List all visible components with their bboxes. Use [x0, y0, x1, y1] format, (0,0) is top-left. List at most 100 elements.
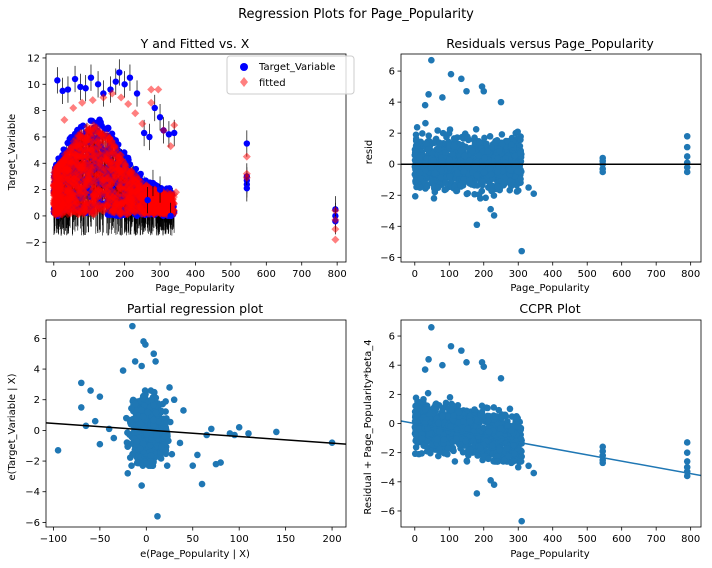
fitted-point: [69, 103, 78, 112]
y-tick-label: 2: [389, 129, 395, 140]
data-point: [457, 147, 465, 155]
fitted-point: [72, 139, 81, 148]
fitted-point: [59, 158, 68, 167]
fitted-point: [169, 206, 178, 215]
target-point: [69, 197, 76, 204]
fitted-point: [109, 208, 118, 217]
fitted-point: [99, 186, 108, 195]
fitted-point: [123, 196, 132, 205]
target-point: [86, 175, 93, 182]
fitted-point: [56, 185, 65, 194]
fitted-point: [127, 191, 136, 200]
fitted-point: [160, 194, 169, 203]
fitted-point: [130, 171, 139, 180]
fitted-point: [56, 194, 65, 203]
target-point: [101, 125, 108, 132]
data-point: [464, 134, 472, 142]
x-tick-label: 0: [412, 269, 418, 280]
fitted-point: [57, 203, 66, 212]
target-point: [75, 140, 83, 148]
fitted-point: [79, 168, 88, 177]
y-tick-label: 10: [27, 80, 40, 91]
fitted-point: [125, 188, 134, 197]
data-point: [468, 147, 476, 155]
dense-cloud: [411, 119, 525, 202]
target-point: [88, 202, 95, 209]
data-point: [168, 450, 176, 458]
x-tick-label: 800: [681, 269, 700, 280]
fitted-point: [65, 176, 74, 185]
target-point: [96, 181, 103, 188]
fitted-point: [90, 194, 99, 203]
fitted-point: [156, 192, 165, 201]
target-point: [145, 209, 152, 216]
fitted-point: [80, 188, 89, 197]
data-point: [413, 124, 421, 131]
fitted-point: [138, 205, 147, 214]
fitted-point: [105, 136, 114, 145]
fitted-point: [69, 179, 78, 188]
x-tick-label: 600: [612, 269, 631, 280]
target-point: [67, 202, 74, 209]
data-point: [530, 190, 538, 198]
data-point: [454, 169, 461, 177]
fitted-point: [161, 190, 170, 199]
fitted-point: [106, 177, 115, 186]
data-point: [502, 159, 509, 167]
fitted-point: [99, 179, 108, 188]
fitted-point: [102, 155, 111, 164]
fitted-point: [63, 175, 72, 184]
data-point: [442, 185, 450, 193]
fitted-point: [82, 193, 91, 202]
fitted-point: [113, 199, 122, 208]
fitted-point: [107, 181, 116, 190]
fitted-point: [108, 165, 117, 174]
fitted-point: [163, 202, 172, 211]
fitted-point: [159, 205, 168, 214]
fitted-point: [55, 166, 64, 175]
fitted-point: [75, 140, 84, 149]
target-point: [71, 149, 78, 156]
fitted-point: [122, 201, 131, 210]
fitted-point: [126, 193, 135, 202]
data-point: [427, 164, 435, 171]
fitted-point: [67, 194, 76, 203]
data-point: [466, 176, 473, 184]
target-point: [72, 178, 80, 185]
fitted-point: [56, 158, 65, 167]
target-point: [113, 181, 121, 188]
data-point: [517, 175, 524, 183]
fitted-point: [89, 153, 98, 162]
fitted-point: [80, 203, 89, 212]
fitted-point: [56, 157, 65, 166]
data-point: [446, 156, 453, 163]
dense-cloud: [49, 116, 179, 236]
fitted-point: [170, 121, 179, 130]
fitted-point: [62, 187, 71, 196]
target-point: [121, 196, 129, 204]
fitted-point: [51, 171, 60, 180]
target-point: [105, 152, 112, 159]
fitted-point: [66, 181, 75, 190]
fitted-point: [107, 208, 116, 217]
fitted-point: [104, 134, 113, 143]
fitted-point: [53, 164, 62, 173]
fitted-point: [127, 168, 136, 177]
target-point: [88, 117, 96, 125]
fitted-point: [82, 138, 91, 147]
fitted-point: [108, 164, 117, 173]
fitted-point: [69, 161, 78, 170]
data-point: [514, 187, 522, 194]
data-point: [428, 56, 435, 64]
target-point: [78, 193, 85, 200]
target-point: [71, 157, 78, 164]
fitted-point: [127, 188, 136, 197]
fitted-point: [130, 181, 139, 190]
data-point: [481, 134, 488, 142]
fitted-point: [92, 137, 101, 146]
target-point: [94, 119, 101, 126]
data-point: [416, 169, 424, 177]
panel-y-fitted: Y and Fitted vs. X 0 100 200 300 400 500 600 70…: [7, 36, 355, 294]
x-tick-label: 600: [257, 269, 276, 280]
